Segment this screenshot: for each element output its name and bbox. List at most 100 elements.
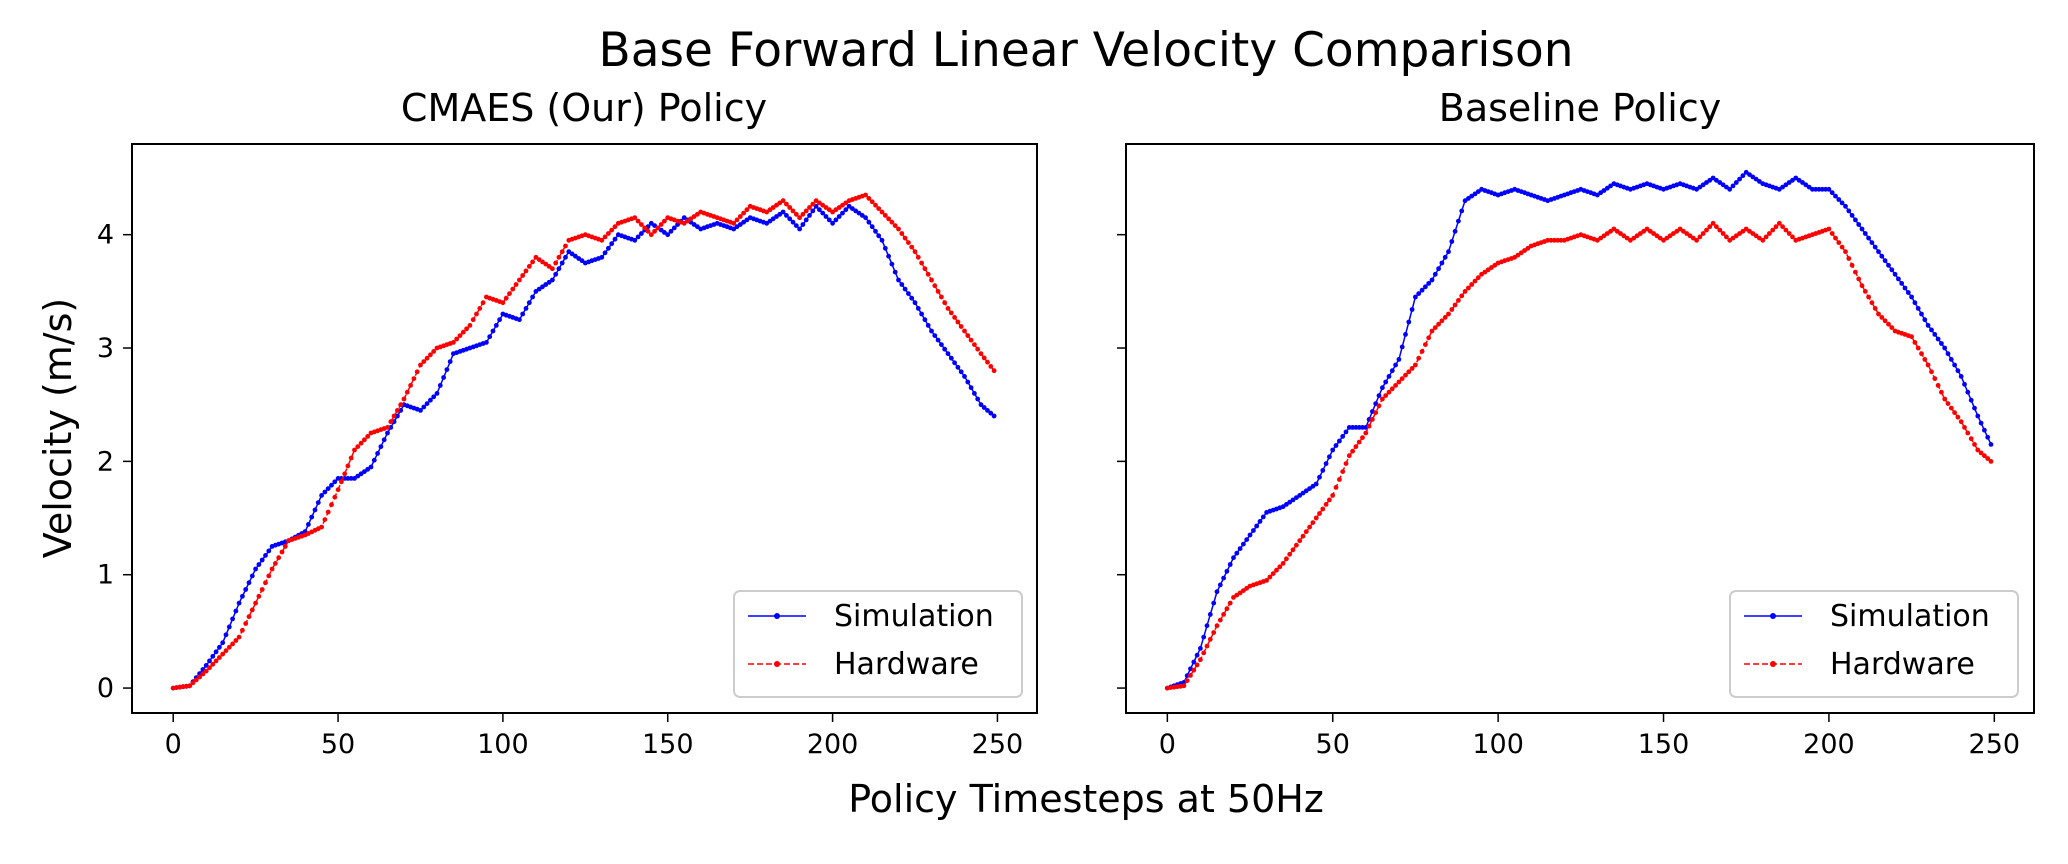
data-point (1429, 277, 1435, 283)
data-point (1932, 332, 1938, 337)
data-point (1975, 413, 1981, 419)
data-point (1552, 237, 1557, 243)
data-point (1403, 372, 1408, 378)
data-point (1300, 533, 1306, 539)
data-point (385, 425, 390, 430)
data-point (1323, 461, 1329, 466)
data-point (1886, 262, 1891, 268)
data-point (1274, 567, 1279, 573)
data-point (1244, 537, 1250, 542)
data-point (962, 328, 967, 334)
data-point (873, 202, 878, 208)
data-point (1720, 231, 1726, 236)
data-point (1426, 281, 1432, 286)
data-point (1849, 213, 1855, 218)
data-point (1366, 417, 1372, 422)
data-point (553, 260, 559, 266)
data-point (833, 217, 839, 223)
data-point (447, 359, 453, 364)
data-point (975, 396, 981, 402)
data-point (329, 482, 334, 488)
data-point (365, 434, 371, 439)
data-point (1707, 224, 1713, 230)
data-point (451, 340, 456, 345)
data-point (942, 346, 948, 352)
data-point (418, 408, 423, 413)
x-tick-label: 0 (165, 729, 182, 760)
data-point (886, 216, 891, 222)
data-point (1376, 403, 1382, 409)
data-point (948, 310, 954, 316)
data-point (1773, 224, 1779, 230)
data-point (477, 306, 483, 311)
data-point (1333, 485, 1339, 490)
data-point (823, 214, 829, 219)
data-point (1303, 529, 1309, 534)
data-point (978, 351, 984, 357)
data-point (948, 355, 954, 361)
data-point (1389, 368, 1395, 374)
data-point (1327, 454, 1332, 460)
data-point (395, 408, 400, 413)
data-point (965, 333, 971, 338)
data-point (1740, 173, 1746, 179)
data-point (259, 587, 265, 592)
data-point (836, 214, 842, 219)
data-point (939, 342, 944, 347)
data-point (1872, 306, 1878, 311)
data-point (1886, 321, 1891, 327)
data-point (1909, 294, 1914, 300)
data-point (563, 243, 568, 249)
data-point (1353, 444, 1359, 449)
data-point (1413, 362, 1418, 368)
x-tick-label: 200 (807, 729, 859, 760)
data-point (902, 235, 908, 241)
panel-baseline-policy: Baseline Policy 0 50 100 150 200 250 Simulati… (1117, 86, 2035, 760)
data-point (1264, 578, 1269, 583)
data-point (332, 494, 338, 500)
data-point (1856, 222, 1862, 227)
data-point (817, 207, 822, 213)
data-point (1869, 240, 1875, 246)
legend: Simulation Hardware (1729, 590, 2019, 698)
data-point (517, 317, 522, 323)
data-point (411, 376, 417, 381)
data-point (899, 231, 905, 236)
data-point (1717, 227, 1723, 233)
data-point (352, 447, 357, 453)
data-point (1416, 355, 1422, 361)
data-point (1423, 342, 1428, 347)
data-point (520, 273, 526, 278)
data-point (1224, 568, 1230, 574)
data-point (345, 463, 351, 469)
x-tick-label: 0 (1159, 729, 1176, 760)
data-point (1337, 438, 1342, 444)
data-point (1188, 673, 1193, 678)
data-point (955, 319, 961, 325)
data-point (276, 555, 282, 561)
data-point (1373, 410, 1379, 415)
data-point (843, 207, 849, 213)
data-point (1340, 469, 1346, 474)
y-tick-label: 0 (97, 673, 114, 704)
data-point (1915, 306, 1921, 311)
data-point (348, 476, 354, 481)
data-point (1333, 443, 1339, 448)
data-point (1393, 362, 1398, 368)
data-point (1958, 419, 1964, 425)
x-tick-label: 50 (321, 729, 355, 760)
data-point (1297, 538, 1303, 544)
data-point (1866, 294, 1871, 300)
data-point (1724, 234, 1729, 240)
data-point (322, 517, 328, 522)
data-point (1929, 369, 1934, 375)
data-point (935, 289, 941, 294)
data-point (226, 624, 232, 630)
data-point (655, 225, 661, 231)
panel-cmaes-policy: CMAES (Our) Policy 0 50 100 150 200 250 0 1 2 3 4… (97, 86, 1038, 760)
data-point (1214, 623, 1220, 629)
data-point (972, 342, 977, 347)
data-point (602, 234, 608, 240)
data-point (991, 413, 997, 419)
data-point (873, 228, 878, 234)
